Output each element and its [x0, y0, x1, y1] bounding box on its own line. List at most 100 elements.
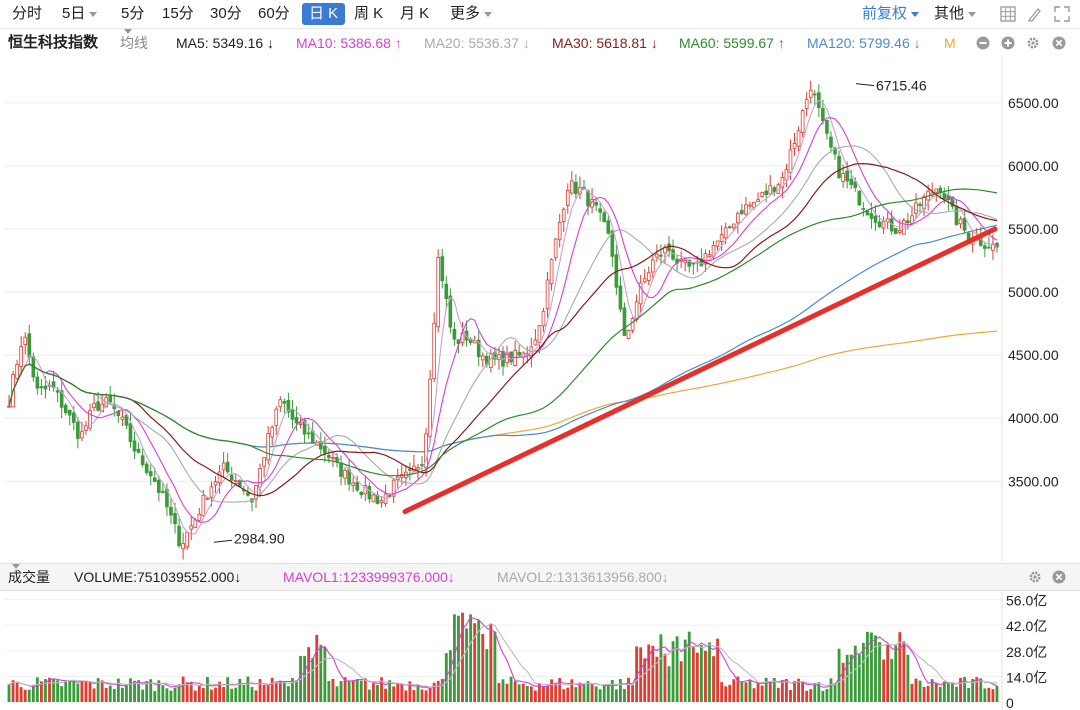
ma-more-badge[interactable]: M: [944, 35, 956, 51]
volume-bar: [339, 681, 343, 702]
tab-15min[interactable]: 15分: [162, 5, 194, 22]
volume-chart[interactable]: 0 14.0亿 28.0亿 42.0亿 56.0亿: [0, 590, 1080, 710]
volume-bar: [914, 678, 918, 702]
volume-bar: [452, 614, 456, 702]
tab-more[interactable]: 更多: [450, 3, 493, 25]
settings-gear-icon[interactable]: [1026, 36, 1040, 50]
candle-body: [480, 355, 485, 361]
tab-60min[interactable]: 60分: [258, 5, 290, 22]
volume-bar: [610, 680, 614, 702]
candle-body: [541, 310, 546, 327]
candle-body: [553, 238, 558, 259]
candle-body: [152, 477, 157, 483]
volume-bar: [15, 681, 19, 702]
candle-body: [707, 254, 712, 258]
volume-tick-label: 28.0亿: [1006, 644, 1047, 660]
candle-body: [821, 107, 825, 121]
candle-body: [209, 486, 214, 498]
volume-bar: [133, 680, 136, 702]
trend-line[interactable]: [402, 226, 998, 515]
volume-bar: [291, 678, 294, 702]
zoom-out-icon[interactable]: [976, 36, 990, 50]
candle-body: [55, 390, 60, 393]
ma120-value: MA120: 5799.46 ↓: [807, 35, 921, 51]
close-icon[interactable]: [1052, 36, 1066, 50]
volume-bar: [926, 685, 930, 702]
tab-daily-k[interactable]: 日 K: [302, 3, 346, 25]
volume-bar: [125, 685, 128, 702]
volume-bar: [100, 680, 104, 702]
volume-bar: [266, 685, 270, 702]
candle-body: [371, 494, 376, 503]
volume-bar: [11, 680, 15, 702]
adjust-select[interactable]: 前复权: [862, 3, 920, 25]
tab-5day[interactable]: 5日: [62, 3, 98, 25]
volume-bar: [938, 687, 942, 702]
volume-bar: [238, 678, 242, 702]
ma10-value: MA10: 5386.68 ↑: [296, 35, 402, 51]
volume-bar: [845, 654, 849, 702]
tab-weekly-k[interactable]: 周 K: [354, 5, 384, 22]
volume-bar: [327, 681, 331, 702]
volume-bar: [274, 681, 278, 702]
candle-body: [67, 409, 72, 416]
volume-bar: [376, 685, 379, 702]
candle-body: [363, 485, 368, 495]
candle-body: [424, 433, 428, 469]
volume-bar: [408, 681, 412, 702]
candle-body: [80, 431, 84, 439]
candle-body: [744, 204, 748, 215]
fullscreen-icon[interactable]: [1054, 6, 1070, 22]
volume-bar: [813, 682, 817, 702]
candle-body: [841, 173, 845, 182]
volume-bar: [736, 676, 740, 702]
candle-body: [586, 190, 590, 207]
candle-body: [918, 203, 922, 206]
volume-bar: [108, 685, 112, 702]
volume-bar: [922, 686, 926, 702]
tab-30min[interactable]: 30分: [210, 5, 242, 22]
price-chart[interactable]: 3500.00 4000.00 4500.00 5000.00 5500.00 6000.…: [0, 57, 1080, 562]
volume-bar: [214, 687, 217, 702]
volume-bar: [829, 678, 833, 702]
candle-body: [476, 339, 481, 358]
volume-bar: [744, 682, 748, 702]
volume-bar: [623, 688, 626, 702]
volume-bar: [286, 686, 290, 702]
grid-icon[interactable]: [1000, 6, 1016, 22]
volume-close-icon[interactable]: [1052, 570, 1066, 584]
chevron-down-icon: [968, 11, 977, 17]
volume-bar: [853, 645, 857, 702]
candle-body: [537, 325, 542, 343]
volume-bar: [432, 682, 436, 702]
volume-bar: [177, 684, 181, 702]
other-select[interactable]: 其他: [934, 3, 977, 25]
zoom-in-icon[interactable]: [1001, 36, 1015, 50]
volume-bar: [809, 689, 813, 702]
tab-intraday[interactable]: 分时: [12, 5, 43, 22]
volume-bar: [647, 644, 651, 702]
draw-pen-icon[interactable]: [1027, 6, 1043, 22]
volume-bar: [129, 678, 132, 702]
candle-body: [897, 230, 902, 233]
volume-bar: [323, 647, 327, 702]
ma-legend-row: 恒生科技指数 均线 MA5: 5349.16 ↓ MA10: 5386.68 ↑…: [0, 29, 1080, 57]
tab-monthly-k[interactable]: 月 K: [400, 5, 430, 22]
volume-bar: [347, 680, 351, 702]
volume-bar: [817, 682, 821, 702]
candle-body: [217, 471, 222, 484]
volume-bar: [448, 650, 452, 702]
volume-bar: [959, 677, 962, 702]
price-tick-label: 4000.00: [1008, 410, 1059, 426]
volume-bar: [683, 639, 687, 702]
volume-bar: [898, 632, 902, 702]
candle-body: [286, 400, 291, 413]
volume-bar: [975, 677, 979, 702]
candle-body: [788, 149, 793, 173]
volume-settings-gear-icon[interactable]: [1028, 570, 1042, 584]
volume-label: 成交量: [8, 569, 50, 585]
chevron-down-icon: [911, 11, 920, 17]
tab-5min[interactable]: 5分: [121, 5, 145, 22]
candle-body: [857, 190, 862, 206]
volume-bar: [157, 680, 161, 702]
